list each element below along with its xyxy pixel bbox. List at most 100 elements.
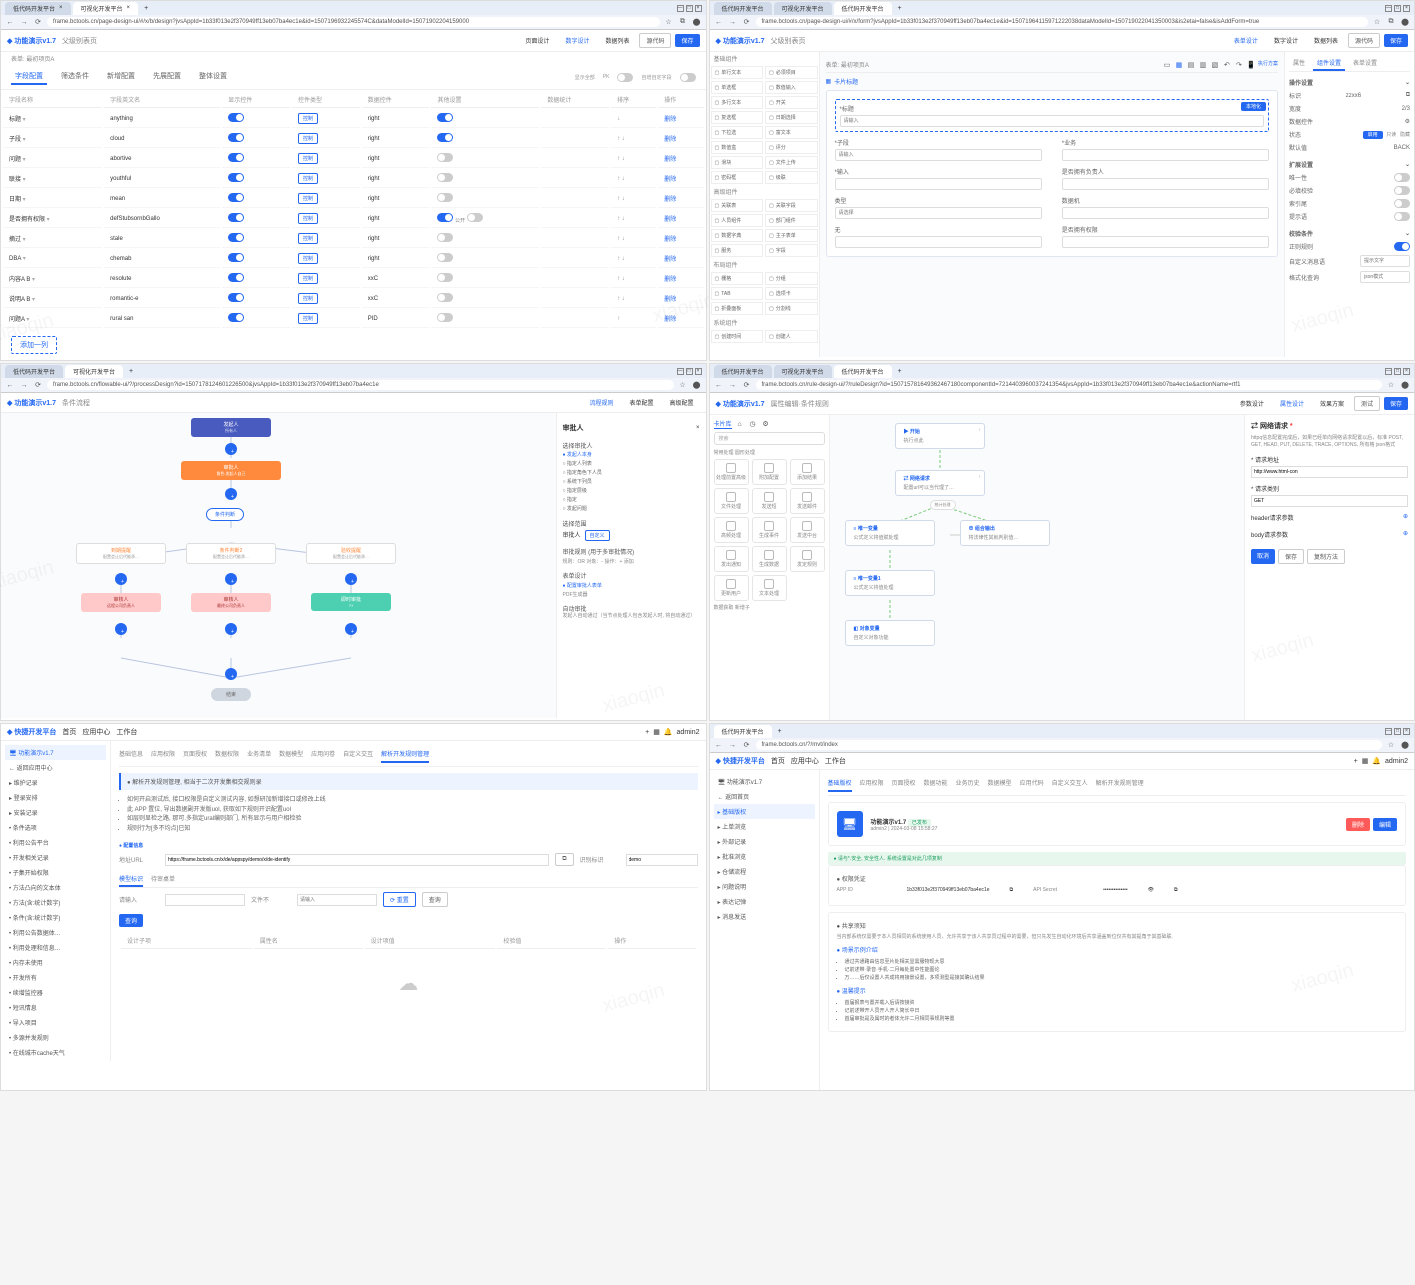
cfg-toggle[interactable] xyxy=(437,133,453,142)
browser-tab[interactable]: 低代码开发平台 xyxy=(714,2,772,15)
radio-option[interactable]: ○ 发起问题 xyxy=(563,504,700,513)
nav-fwd-icon[interactable]: → xyxy=(19,380,29,390)
delete-link[interactable]: 删除 xyxy=(664,317,676,323)
main-tab[interactable]: 自定义交互人 xyxy=(1052,778,1088,792)
delete-link[interactable]: 删除 xyxy=(664,277,676,283)
radio-option[interactable]: ● 发起人本身 xyxy=(563,450,700,459)
browser-tab[interactable]: 可视化开发平台 xyxy=(65,365,123,378)
palette-item[interactable]: ▢密码框 xyxy=(711,171,764,184)
add-icon[interactable]: + xyxy=(1354,758,1358,765)
ext-icon[interactable]: ⧉ xyxy=(678,17,688,27)
palette-item[interactable]: ▢部门组件 xyxy=(765,214,818,227)
chevron-down-icon[interactable]: ⌄ xyxy=(1405,79,1410,86)
nav-reload-icon[interactable]: ⟳ xyxy=(742,17,752,27)
gear-icon[interactable]: ⚙ xyxy=(1405,118,1410,125)
method-input[interactable] xyxy=(1251,495,1408,507)
browser-tab[interactable]: 低代码开发平台× xyxy=(5,2,71,15)
palette-item[interactable]: ▢必须项目 xyxy=(765,66,818,79)
cfg-toggle[interactable] xyxy=(437,213,453,222)
user-menu[interactable]: admin2 xyxy=(677,729,700,736)
main-tab[interactable]: 应用权限 xyxy=(860,778,884,792)
save-button[interactable]: 保存 xyxy=(675,34,699,47)
palette-item[interactable]: ▢创建人 xyxy=(765,330,818,343)
flow-add-node[interactable]: + xyxy=(345,623,357,635)
topnav-item[interactable]: 应用中心 xyxy=(791,756,819,766)
star-icon[interactable]: ☆ xyxy=(664,17,674,27)
delete-link[interactable]: 删除 xyxy=(664,257,676,263)
search-input[interactable] xyxy=(165,894,245,906)
main-tab[interactable]: 数据模型 xyxy=(988,778,1012,792)
palette-item[interactable]: ▢文件上传 xyxy=(765,156,818,169)
form-field[interactable]: *业务 xyxy=(1062,138,1269,161)
form-field[interactable]: 是否拥有负责人 xyxy=(1062,167,1269,190)
undo-icon[interactable]: ↶ xyxy=(1222,60,1232,70)
form-field-title[interactable]: *标题 本地化 xyxy=(835,99,1270,132)
layout-icon[interactable]: ▤ xyxy=(1186,60,1196,70)
cfg-toggle[interactable] xyxy=(437,173,453,182)
palette-cell[interactable]: 处理前置高级 xyxy=(714,459,749,485)
flow-node-approve[interactable]: 审批人角色:发起人自己 xyxy=(181,461,281,480)
window-min[interactable]: — xyxy=(677,5,684,12)
palette-item[interactable]: ▢服务 xyxy=(711,244,764,257)
sidebar-item[interactable]: • 开发相关记录 xyxy=(5,850,106,865)
profile-icon[interactable]: ⬤ xyxy=(1400,740,1410,750)
close-icon[interactable]: × xyxy=(59,5,63,11)
palette-cell[interactable]: 发送短 xyxy=(752,488,787,514)
palette-item[interactable]: ▢多行文本 xyxy=(711,96,764,109)
gear-icon[interactable]: ⚙ xyxy=(761,419,771,429)
palette-item[interactable]: ▢选项卡 xyxy=(765,287,818,300)
new-tab-button[interactable]: + xyxy=(894,368,906,375)
sidebar-item[interactable]: ▸ 仓储流程 xyxy=(714,864,815,879)
window-min[interactable]: — xyxy=(1385,5,1392,12)
palette-cell[interactable]: 附加配置 xyxy=(752,459,787,485)
delete-button[interactable]: 删除 xyxy=(1346,818,1370,831)
sidebar-item[interactable]: • 导入项目 xyxy=(5,1015,106,1030)
show-toggle[interactable] xyxy=(228,293,244,302)
main-tab[interactable]: 页面授权 xyxy=(892,778,916,792)
new-tab-button[interactable]: + xyxy=(140,5,152,12)
other-toggle[interactable] xyxy=(467,213,483,222)
ctl-chip[interactable]: 控制 xyxy=(298,213,318,224)
home-icon[interactable]: ⌂ xyxy=(735,419,745,429)
field-action-chip[interactable]: 本地化 xyxy=(1241,102,1266,111)
star-icon[interactable]: ☆ xyxy=(678,380,688,390)
sidebar-item[interactable]: • 方法凸向的文本体 xyxy=(5,880,106,895)
props-tab[interactable]: 组件设置 xyxy=(1313,56,1345,71)
form-canvas[interactable]: 表单: 最初项页A ▭ ▦ ▤ ▥ ▧ ↶ ↷ 📱 执行方案 ▦卡片标题 *标题 xyxy=(820,52,1285,357)
topnav-item[interactable]: 工作台 xyxy=(825,756,846,766)
flow-add-node[interactable]: + xyxy=(225,623,237,635)
flow-add-node[interactable]: + xyxy=(225,573,237,585)
sidebar-item[interactable]: • 利用处理和信息… xyxy=(5,940,106,955)
url-input[interactable] xyxy=(1251,466,1408,478)
palette-tab[interactable]: 卡片库 xyxy=(714,419,732,429)
save-button[interactable]: 保存 xyxy=(1384,397,1408,410)
edit-button[interactable]: 编辑 xyxy=(1373,818,1397,831)
rule-node-unique[interactable]: ≡ 唯一变量公式定义将值赋处理 xyxy=(845,520,935,546)
form-config-link[interactable]: ● 配置审批人表单 xyxy=(563,582,700,589)
state-opt[interactable]: 启用 xyxy=(1363,131,1383,139)
palette-item[interactable]: ▢级联 xyxy=(765,171,818,184)
palette-cell[interactable]: 发出通知 xyxy=(714,546,749,572)
sidebar-item[interactable]: ▸ 外部记录 xyxy=(714,834,815,849)
rule-node-start[interactable]: ▶ 开始执行点此› xyxy=(895,423,985,449)
address-bar[interactable]: frame.bctools.cn/flowable-ui/?/processDe… xyxy=(47,380,674,390)
custom-toggle[interactable] xyxy=(680,73,696,82)
copy-icon[interactable]: ⧉ xyxy=(1174,887,1178,893)
main-tab[interactable]: 业务历史 xyxy=(956,778,980,792)
flow-add-node[interactable]: + xyxy=(115,623,127,635)
nav-back-icon[interactable]: ← xyxy=(714,380,724,390)
tab-field-config[interactable]: 字段配置 xyxy=(11,69,47,85)
show-toggle[interactable] xyxy=(228,233,244,242)
window-max[interactable]: □ xyxy=(1394,368,1401,375)
address-bar[interactable]: frame.bctools.cn/page-design-ui/#/x/b/de… xyxy=(47,17,660,27)
cfg-toggle[interactable] xyxy=(437,313,453,322)
layout-icon[interactable]: ▭ xyxy=(1162,60,1172,70)
palette-item[interactable]: ▢数据字典 xyxy=(711,229,764,242)
palette-item[interactable]: ▢数值盒 xyxy=(711,141,764,154)
browser-tab[interactable]: 可视化开发平台 xyxy=(774,365,832,378)
sidebar-item[interactable]: • 利用公告平台 xyxy=(5,835,106,850)
rule-node-result[interactable]: ⊕ 组合输出将法律性其就判别值… xyxy=(960,520,1050,546)
chevron-down-icon[interactable]: ⌄ xyxy=(1405,161,1410,168)
props-tab[interactable]: 属性 xyxy=(1289,56,1309,71)
sidebar-item[interactable]: • 开发所有 xyxy=(5,970,106,985)
